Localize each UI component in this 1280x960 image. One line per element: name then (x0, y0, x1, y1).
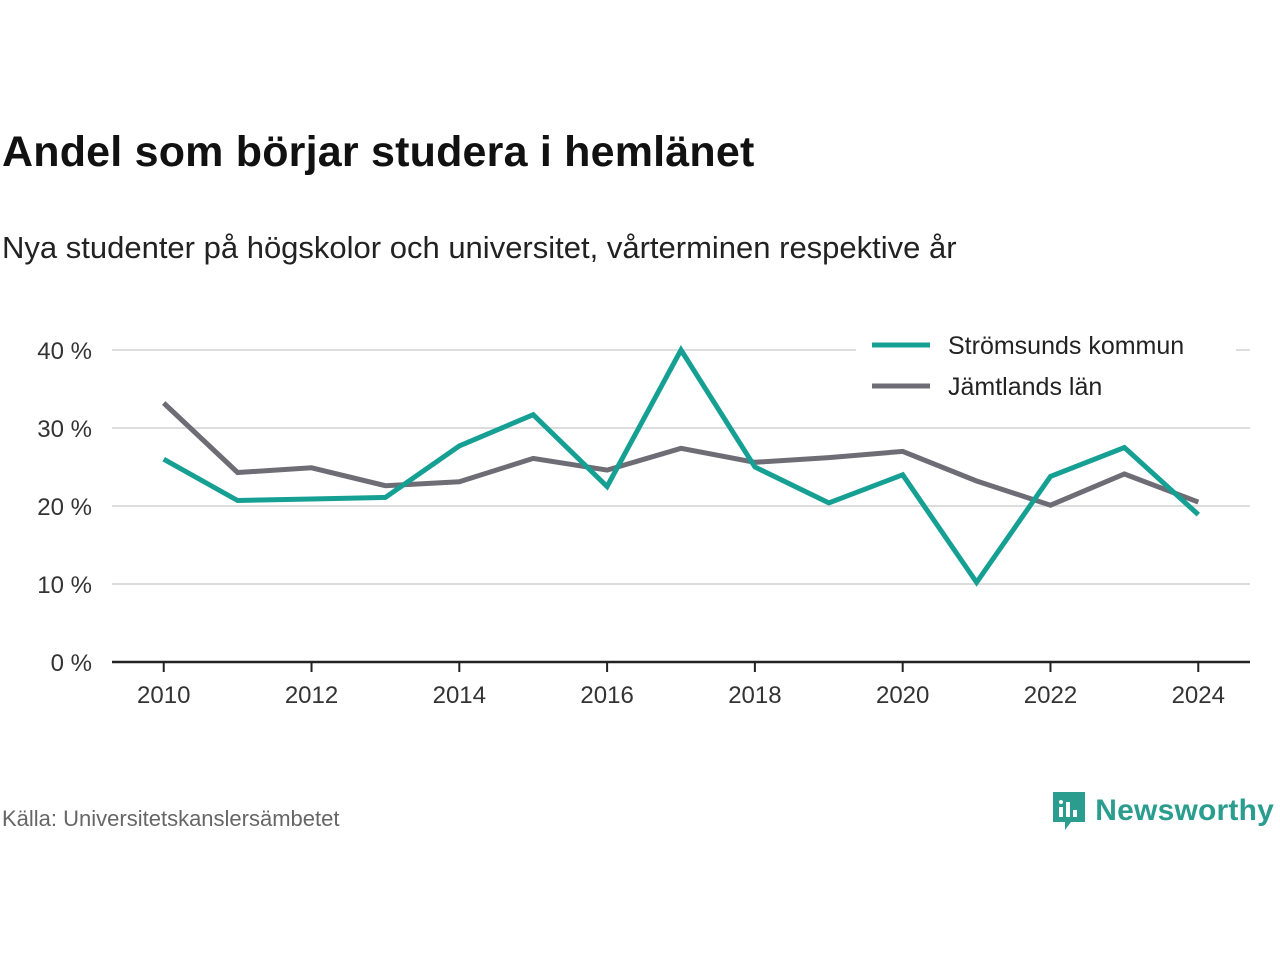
legend-background (856, 326, 1236, 410)
y-tick-label: 30 % (37, 416, 92, 443)
source-note: Källa: Universitetskanslersämbetet (2, 806, 340, 831)
x-tick-label: 2022 (1024, 682, 1077, 709)
x-tick-label: 2024 (1172, 682, 1225, 709)
series-lines (161, 345, 1200, 587)
brand-logo: Newsworthy (1051, 790, 1274, 832)
chat-bar-chart-icon (1053, 792, 1086, 830)
y-tick-label: 40 % (37, 338, 92, 365)
brand-name: Newsworthy (1095, 794, 1274, 827)
x-tick-label: 2012 (285, 682, 338, 709)
legend-label: Strömsunds kommun (948, 332, 1184, 360)
y-axis-labels: 0 % 10 % 20 % 30 % 40 % (37, 338, 92, 677)
x-tick-label: 2016 (580, 682, 633, 709)
x-tick-label: 2018 (728, 682, 781, 709)
series-line-2 (161, 401, 1200, 508)
legend-label: Jämtlands län (948, 373, 1102, 401)
line-chart: 0 % 10 % 20 % 30 % 40 % 2010 2012 2014 2016 2018… (37, 326, 1250, 709)
x-tick-label: 2010 (137, 682, 190, 709)
series-line-1 (162, 345, 1200, 587)
chart-subtitle: Nya studenter på högskolor och universit… (2, 230, 957, 265)
legend: Strömsunds kommun Jämtlands län (856, 326, 1236, 410)
chart-title: Andel som börjar studera i hemlänet (2, 128, 755, 176)
y-tick-label: 10 % (37, 572, 92, 599)
x-tick-label: 2014 (433, 682, 486, 709)
y-tick-label: 20 % (37, 494, 92, 521)
x-tick-label: 2020 (876, 682, 929, 709)
x-axis: 2010 2012 2014 2016 2018 2020 2022 2024 (112, 660, 1250, 709)
y-tick-label: 0 % (51, 650, 92, 677)
